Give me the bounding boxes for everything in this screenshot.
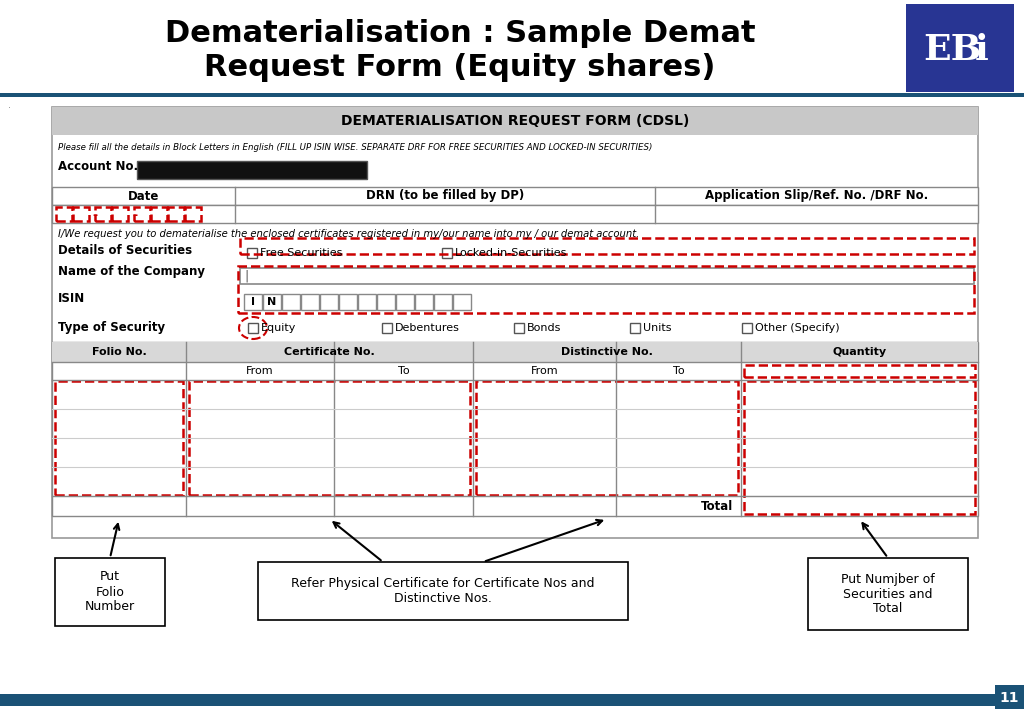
Bar [742,323,752,333]
Text: Dematerialisation : Sample Demat: Dematerialisation : Sample Demat [165,18,756,48]
Bar [0,694,995,706]
Text: .: . [8,100,11,110]
Bar [52,342,978,516]
Bar [744,365,975,377]
Text: Put Numjber of
Securities and
Total: Put Numjber of Securities and Total [841,572,935,615]
Text: Put
Folio
Number: Put Folio Number [85,571,135,613]
Bar [52,187,978,205]
Text: Certificate No.: Certificate No. [284,347,375,357]
Text: -: - [132,208,137,221]
Bar [358,294,376,310]
Bar [52,342,978,362]
Bar [73,207,89,221]
Bar [442,248,452,258]
Bar [240,238,974,254]
Text: I/We request you to dematerialise the enclosed certificates registered in my/our: I/We request you to dematerialise the en… [58,229,639,239]
Text: Request Form (Equity shares): Request Form (Equity shares) [205,53,716,82]
Bar [0,93,1024,97]
Text: Folio No.: Folio No. [91,347,146,357]
Bar [52,107,978,135]
Bar [258,562,628,620]
Bar [995,685,1024,709]
Text: To: To [673,366,684,376]
Text: Please fill all the details in Block Letters in English (FILL UP ISIN WISE. SEPA: Please fill all the details in Block Let… [58,143,652,152]
Bar [52,107,978,538]
Bar [434,294,452,310]
Text: Name of the Company: Name of the Company [58,265,205,279]
Bar [911,9,1009,87]
Bar [244,294,262,310]
Bar [301,294,319,310]
Text: Account No.: Account No. [58,160,138,174]
Text: Quantity: Quantity [833,347,887,357]
Text: N: N [267,297,276,307]
Bar [95,207,111,221]
Text: Bonds: Bonds [527,323,561,333]
Text: Date: Date [128,189,159,203]
Text: Details of Securities: Details of Securities [58,243,193,257]
Bar [263,294,281,310]
Bar [151,207,167,221]
Text: I: I [251,297,255,307]
Text: |: | [244,269,248,282]
Bar [168,207,184,221]
Text: i: i [975,33,989,67]
Bar [56,207,72,221]
Bar [514,323,524,333]
Text: 11: 11 [999,691,1019,705]
Bar [282,294,300,310]
Bar [247,248,257,258]
Text: ISIN: ISIN [58,291,85,304]
Bar [55,558,165,626]
Bar [112,207,128,221]
Text: DEMATERIALISATION REQUEST FORM (CDSL): DEMATERIALISATION REQUEST FORM (CDSL) [341,114,689,128]
Bar [137,161,367,179]
Text: From: From [246,366,273,376]
Text: EB: EB [923,33,981,67]
Bar [319,294,338,310]
Bar [55,381,183,495]
Bar [339,294,357,310]
Text: Refer Physical Certificate for Certificate Nos and
Distinctive Nos.: Refer Physical Certificate for Certifica… [291,577,595,605]
Text: Equity: Equity [261,323,296,333]
Bar [453,294,471,310]
Text: Total: Total [700,500,733,513]
Bar [240,268,974,284]
Text: Application Slip/Ref. No. /DRF No.: Application Slip/Ref. No. /DRF No. [705,189,928,203]
Text: -: - [92,208,97,221]
Bar [382,323,392,333]
Bar [189,381,470,495]
Text: Units: Units [643,323,672,333]
Bar [630,323,640,333]
Bar [396,294,414,310]
Bar [185,207,201,221]
Bar [415,294,433,310]
Text: Debentures: Debentures [395,323,460,333]
Text: Free Securities: Free Securities [260,248,342,258]
Bar [248,323,258,333]
Bar [744,381,975,514]
Bar [238,266,974,313]
Text: Type of Security: Type of Security [58,321,165,335]
Text: Distinctive No.: Distinctive No. [561,347,653,357]
Bar [377,294,395,310]
Bar [134,207,150,221]
Bar [906,4,1014,92]
Bar [476,381,738,495]
Text: DRN (to be filled by DP): DRN (to be filled by DP) [366,189,524,203]
Bar [808,558,968,630]
Text: From: From [530,366,558,376]
Text: Locked-in-Securities: Locked-in-Securities [455,248,567,258]
Bar [52,205,978,223]
Text: Other (Specify): Other (Specify) [755,323,840,333]
Text: To: To [397,366,410,376]
